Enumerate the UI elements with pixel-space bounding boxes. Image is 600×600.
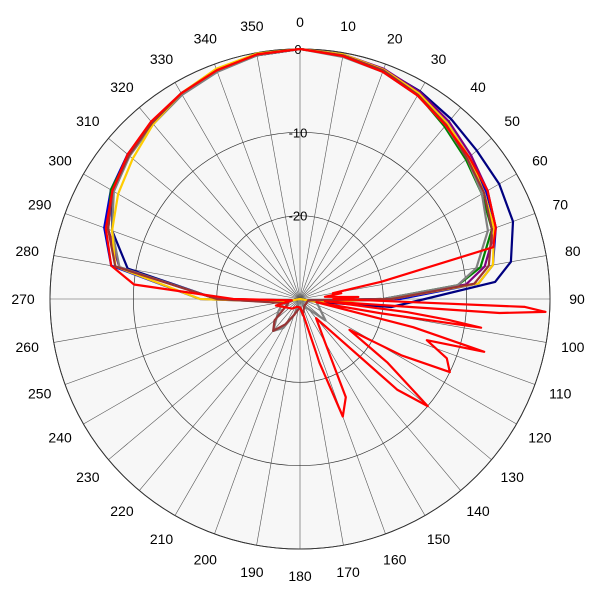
- angle-label-300: 300: [48, 153, 72, 169]
- spoke-190: [256, 298, 301, 546]
- angle-label-330: 330: [150, 51, 174, 67]
- angle-label-60: 60: [532, 153, 548, 169]
- angle-label-50: 50: [504, 113, 520, 129]
- angle-label-40: 40: [470, 79, 486, 95]
- angle-label-250: 250: [28, 386, 52, 402]
- angle-label-210: 210: [150, 531, 174, 547]
- angle-label-260: 260: [16, 339, 40, 355]
- angle-label-220: 220: [110, 503, 134, 519]
- radial-label-2: -20: [289, 209, 308, 224]
- spoke-10: [299, 52, 344, 300]
- spoke-350: [256, 52, 301, 300]
- angle-label-240: 240: [48, 430, 72, 446]
- angle-label-170: 170: [336, 564, 360, 580]
- angle-label-110: 110: [549, 386, 572, 402]
- spoke-320: [139, 107, 301, 300]
- spoke-110: [299, 298, 536, 385]
- angle-label-310: 310: [76, 113, 100, 129]
- spoke-230: [108, 298, 301, 460]
- angle-label-150: 150: [427, 531, 451, 547]
- spoke-280: [53, 255, 301, 300]
- series-6-line: [107, 47, 493, 332]
- angle-label-230: 230: [76, 469, 100, 485]
- spoke-40: [299, 107, 461, 300]
- angle-label-10: 10: [340, 18, 356, 34]
- spoke-310: [108, 138, 301, 300]
- angle-label-290: 290: [28, 196, 52, 212]
- angle-tick-labels: 0 10 20 30 40 50 60 70 80 90 100 110 120 130 140 150 160…: [11, 14, 585, 584]
- angle-label-80: 80: [565, 243, 581, 259]
- angle-label-320: 320: [110, 79, 134, 95]
- data-series: [103, 47, 547, 418]
- angle-label-180: 180: [288, 568, 312, 584]
- angle-label-120: 120: [528, 430, 552, 446]
- angle-label-30: 30: [431, 51, 447, 67]
- angle-label-20: 20: [387, 31, 403, 47]
- spoke-260: [53, 298, 301, 343]
- spoke-340: [214, 63, 301, 300]
- angle-label-280: 280: [16, 243, 40, 259]
- spoke-200: [214, 298, 301, 535]
- spoke-150: [299, 298, 426, 516]
- angle-label-270: 270: [11, 291, 35, 307]
- spoke-30: [299, 82, 426, 300]
- spoke-60: [299, 173, 517, 300]
- angle-label-140: 140: [466, 503, 490, 519]
- series-7-line: [104, 47, 547, 418]
- angle-label-190: 190: [240, 564, 264, 580]
- angle-label-90: 90: [569, 291, 585, 307]
- spoke-140: [299, 298, 461, 491]
- angle-label-160: 160: [383, 551, 407, 567]
- spoke-240: [83, 298, 301, 425]
- spoke-130: [299, 298, 492, 460]
- spoke-20: [299, 63, 386, 300]
- angle-label-340: 340: [194, 31, 218, 47]
- angle-label-70: 70: [553, 196, 569, 212]
- spoke-330: [174, 82, 301, 300]
- angle-label-130: 130: [501, 469, 525, 485]
- spoke-170: [299, 298, 344, 546]
- angle-label-200: 200: [194, 551, 218, 567]
- spoke-300: [83, 173, 301, 300]
- spoke-120: [299, 298, 517, 425]
- angle-label-350: 350: [240, 18, 264, 34]
- spoke-250: [64, 298, 301, 385]
- radial-label-1: -10: [289, 125, 308, 140]
- spoke-210: [174, 298, 301, 516]
- spoke-50: [299, 138, 492, 300]
- ring-1: [132, 131, 468, 467]
- angle-label-100: 100: [561, 339, 585, 355]
- angle-label-0: 0: [296, 14, 304, 30]
